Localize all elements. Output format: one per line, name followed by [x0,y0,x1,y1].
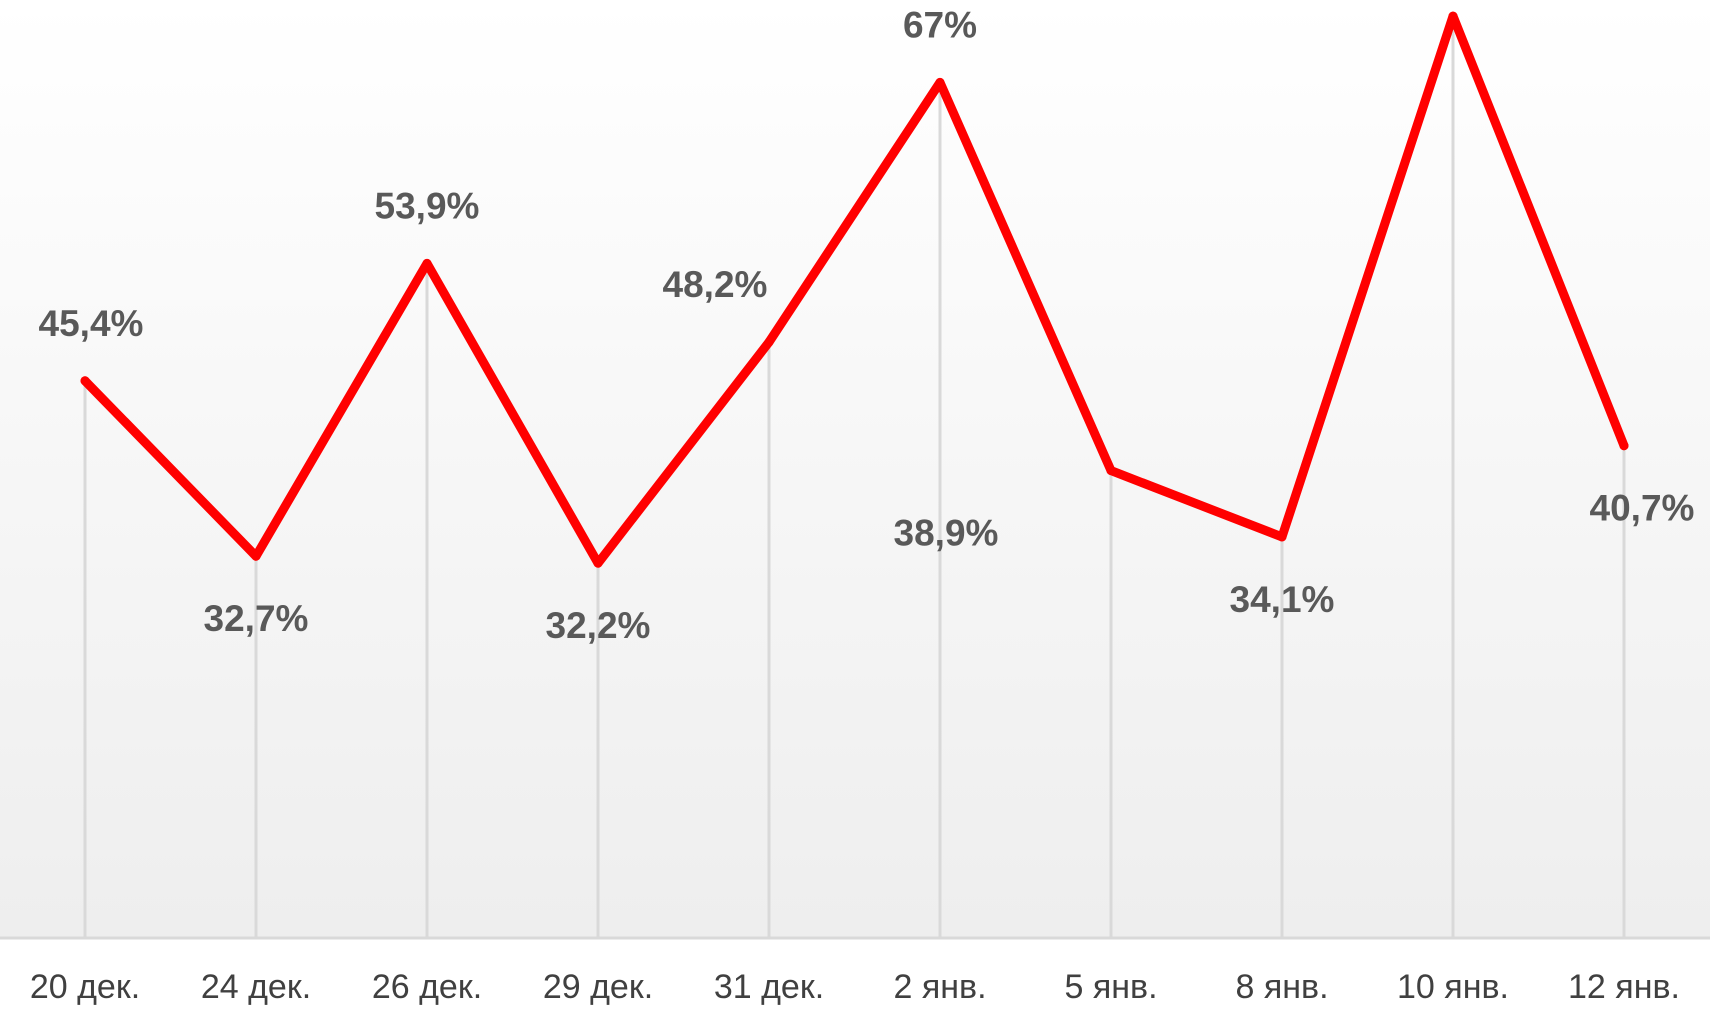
series-line [80,11,1629,568]
x-tick-label: 26 дек. [372,968,482,1006]
x-tick-label: 8 янв. [1235,968,1328,1006]
data-point [593,558,603,568]
data-point [80,376,90,386]
x-tick-label: 10 янв. [1397,968,1509,1006]
data-label: 40,7% [1590,488,1695,529]
data-label: 34,1% [1230,579,1335,620]
data-label: 67% [903,4,977,45]
data-label: 45,4% [39,303,144,344]
data-label: 38,9% [894,513,999,554]
x-tick-label: 20 дек. [30,968,140,1006]
data-labels: 45,4%32,7%53,9%32,2%48,2%67%38,9%34,1%71… [39,4,1695,646]
data-point [422,258,432,268]
data-point [1619,441,1629,451]
data-label: 48,2% [663,264,768,305]
series-group [80,11,1629,568]
data-label: 32,2% [546,605,651,646]
data-point [1277,532,1287,542]
drop-lines [83,16,1626,938]
data-point [1448,11,1458,21]
x-tick-label: 2 янв. [893,968,986,1006]
x-tick-label: 12 янв. [1568,968,1680,1006]
x-tick-label: 24 дек. [201,968,311,1006]
data-label: 53,9% [375,185,480,226]
x-tick-label: 29 дек. [543,968,653,1006]
data-point [251,551,261,561]
data-point [935,77,945,87]
data-point [1106,466,1116,476]
x-tick-label: 31 дек. [714,968,824,1006]
plot-background [0,0,1710,938]
data-point [764,337,774,347]
x-tick-label: 5 янв. [1064,968,1157,1006]
data-label: 32,7% [204,598,309,639]
x-tick-labels: 20 дек. 24 дек. 26 дек. 29 дек. 31 дек. 2 янв… [30,968,1680,1006]
